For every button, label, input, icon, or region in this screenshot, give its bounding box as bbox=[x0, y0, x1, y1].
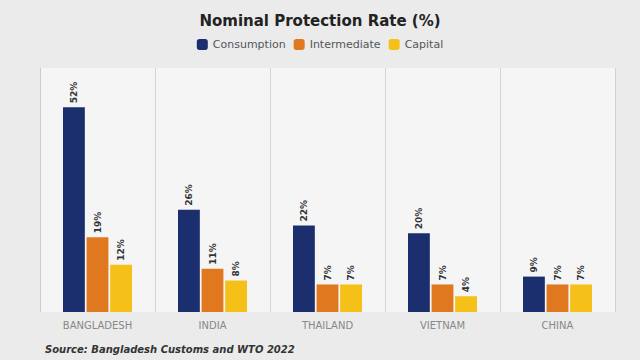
svg-text:19%: 19% bbox=[93, 212, 103, 234]
svg-text:BANGLADESH: BANGLADESH bbox=[63, 320, 132, 331]
svg-text:VIETNAM: VIETNAM bbox=[420, 320, 465, 331]
svg-text:20%: 20% bbox=[414, 208, 424, 230]
svg-text:7%: 7% bbox=[438, 265, 448, 280]
svg-text:7%: 7% bbox=[323, 265, 333, 280]
svg-text:52%: 52% bbox=[69, 82, 79, 104]
svg-text:Capital: Capital bbox=[405, 38, 444, 51]
svg-text:CHINA: CHINA bbox=[542, 320, 574, 331]
svg-text:Nominal Protection Rate (%): Nominal Protection Rate (%) bbox=[199, 12, 440, 30]
svg-text:22%: 22% bbox=[299, 200, 309, 222]
svg-text:7%: 7% bbox=[346, 265, 356, 280]
svg-text:11%: 11% bbox=[208, 243, 218, 265]
svg-text:Consumption: Consumption bbox=[213, 38, 286, 51]
svg-text:INDIA: INDIA bbox=[199, 320, 227, 331]
svg-text:Source: Bangladesh Customs and: Source: Bangladesh Customs and WTO 2022 bbox=[45, 344, 295, 355]
svg-text:8%: 8% bbox=[231, 261, 241, 276]
svg-text:7%: 7% bbox=[553, 265, 563, 280]
svg-text:7%: 7% bbox=[576, 265, 586, 280]
svg-text:THAILAND: THAILAND bbox=[301, 320, 354, 331]
svg-text:9%: 9% bbox=[529, 257, 539, 272]
svg-text:Intermediate: Intermediate bbox=[310, 38, 381, 51]
svg-text:4%: 4% bbox=[461, 277, 471, 292]
svg-text:12%: 12% bbox=[116, 239, 126, 261]
svg-text:26%: 26% bbox=[184, 184, 194, 206]
